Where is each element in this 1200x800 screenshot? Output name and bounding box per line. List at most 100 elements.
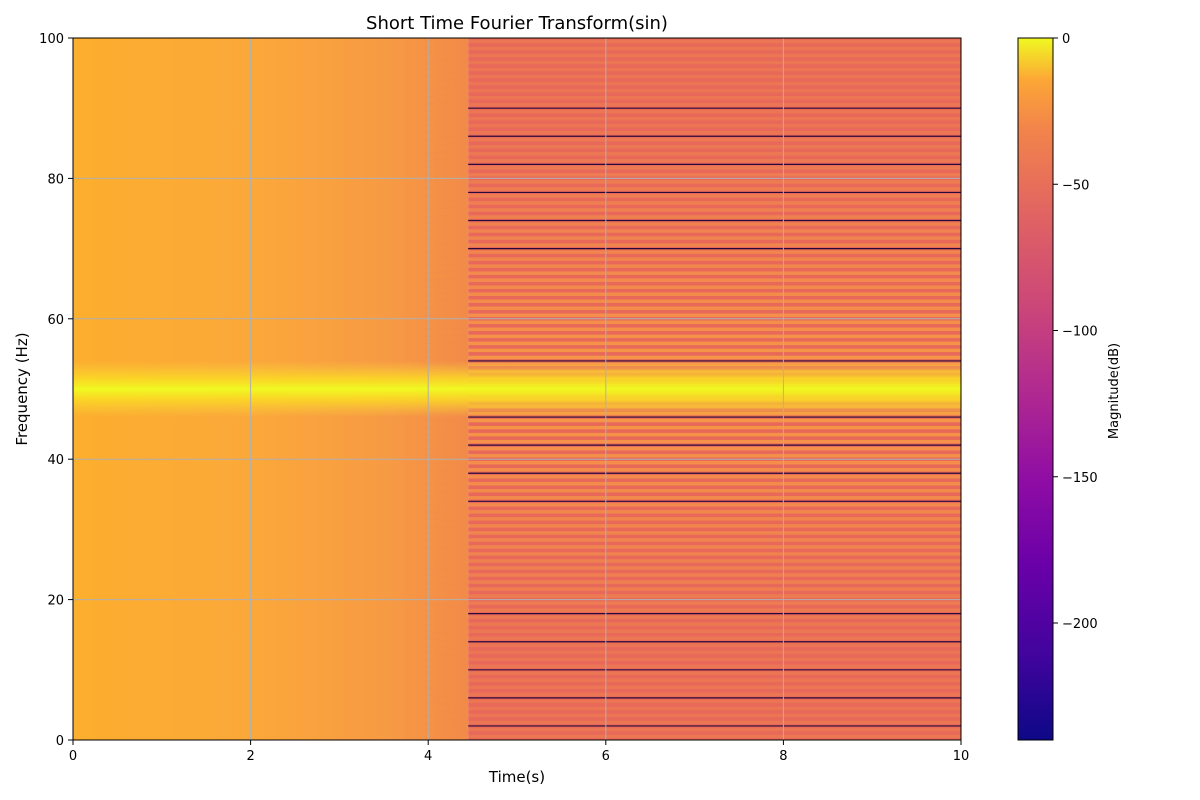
harmonic-stripe — [468, 685, 961, 690]
signal-band — [73, 360, 961, 418]
leakage-line — [423, 441, 469, 444]
leakage-line — [423, 511, 469, 515]
leakage-line — [423, 616, 469, 623]
harmonic-stripe — [468, 109, 961, 114]
harmonic-stripe — [468, 285, 961, 289]
harmonic-stripe — [468, 467, 961, 472]
leakage-line — [423, 574, 469, 580]
leakage-line — [423, 62, 469, 71]
x-tick-label: 4 — [424, 749, 432, 764]
harmonic-stripe — [468, 636, 961, 640]
harmonic-stripe — [468, 215, 961, 219]
leakage-line — [423, 644, 469, 651]
harmonic-stripe — [468, 201, 961, 205]
harmonic-stripe — [468, 671, 961, 676]
spectrogram-plot — [73, 38, 961, 740]
leakage-line — [423, 334, 469, 337]
leakage-line — [423, 184, 469, 190]
harmonic-stripe — [468, 292, 961, 296]
harmonic-stripe — [468, 236, 961, 240]
leakage-line — [423, 721, 469, 730]
harmonic-stripe — [468, 503, 961, 507]
harmonic-stripe — [468, 60, 961, 65]
leakage-line — [423, 263, 469, 267]
leakage-line — [423, 728, 469, 737]
leakage-line — [423, 483, 469, 487]
harmonic-stripe — [468, 299, 961, 304]
harmonic-stripe — [468, 727, 961, 732]
x-tick-label: 8 — [779, 749, 787, 764]
leakage-line — [423, 298, 469, 302]
leakage-line — [423, 55, 469, 64]
leakage-line — [423, 630, 469, 637]
y-axis-ticks: 0 20 40 60 80 100 — [39, 32, 73, 749]
leakage-line — [423, 686, 469, 694]
harmonic-stripe — [468, 524, 961, 528]
leakage-line — [423, 213, 469, 218]
harmonic-stripe — [468, 46, 961, 51]
leakage-line — [423, 700, 469, 709]
leakage-line — [423, 455, 469, 458]
leakage-line — [423, 349, 469, 351]
leakage-line — [423, 525, 469, 530]
leakage-line — [423, 546, 469, 551]
leakage-line — [423, 112, 469, 120]
y-tick-label: 100 — [39, 32, 64, 47]
colorbar-tick-label: −100 — [1062, 325, 1098, 340]
harmonic-stripe — [468, 173, 961, 177]
harmonic-stripe — [468, 496, 961, 500]
leakage-line — [423, 581, 469, 587]
leakage-line — [423, 560, 469, 565]
harmonic-stripe — [468, 706, 961, 711]
x-axis-ticks: 0 2 4 6 8 10 — [69, 740, 969, 764]
harmonic-stripe — [468, 489, 961, 493]
harmonic-stripe — [468, 271, 961, 275]
colorbar-label: Magnitude(dB) — [1107, 343, 1122, 439]
harmonic-stripe — [468, 601, 961, 605]
harmonic-stripe — [468, 559, 961, 563]
leakage-line — [423, 91, 469, 99]
harmonic-stripe — [468, 587, 961, 591]
harmonic-stripe — [468, 566, 961, 570]
leakage-line — [423, 356, 469, 358]
leakage-line — [423, 341, 469, 344]
leakage-line — [423, 672, 469, 680]
leakage-line — [423, 220, 469, 225]
leakage-line — [423, 651, 469, 659]
harmonic-stripe — [468, 229, 961, 233]
leakage-line — [423, 77, 469, 85]
leakage-line — [423, 427, 469, 429]
leakage-line — [423, 234, 469, 239]
leakage-line — [423, 679, 469, 687]
leakage-line — [423, 518, 469, 522]
leakage-line — [423, 462, 469, 465]
harmonic-stripe — [468, 650, 961, 655]
leakage-line — [423, 127, 469, 134]
harmonic-stripe — [468, 250, 961, 254]
harmonic-stripe — [468, 95, 961, 100]
harmonic-stripe — [468, 643, 961, 647]
harmonic-stripe — [468, 692, 961, 697]
leakage-line — [423, 609, 469, 616]
colorbar — [1017, 37, 1054, 741]
leakage-line — [423, 141, 469, 148]
colorbar-tick-label: 0 — [1062, 32, 1070, 47]
leakage-line — [423, 241, 469, 246]
leakage-line — [423, 693, 469, 701]
leakage-line — [423, 205, 469, 211]
harmonic-stripe — [468, 123, 961, 128]
colorbar-tick-label: −50 — [1062, 178, 1089, 193]
harmonic-stripe — [468, 116, 961, 121]
harmonic-stripe — [468, 39, 961, 44]
harmonic-stripe — [468, 446, 961, 451]
y-tick-label: 60 — [47, 313, 64, 328]
harmonic-stripe — [468, 439, 961, 444]
y-tick-label: 0 — [56, 734, 64, 749]
harmonic-stripe — [468, 552, 961, 556]
harmonic-stripe — [468, 678, 961, 683]
harmonic-stripe — [468, 460, 961, 465]
leakage-line — [423, 420, 469, 422]
harmonic-stripe — [468, 348, 961, 353]
harmonic-stripe — [468, 53, 961, 58]
